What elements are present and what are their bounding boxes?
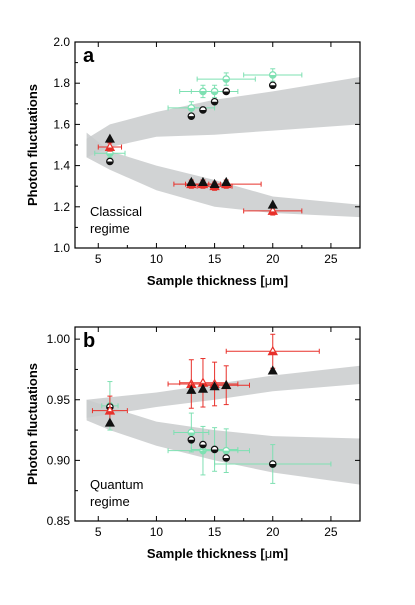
data-point-half-fill xyxy=(211,101,218,105)
panel-label: a xyxy=(83,45,95,67)
data-point-triangle xyxy=(197,383,209,393)
plot-frame xyxy=(74,326,361,522)
plot-area xyxy=(86,333,360,485)
data-point-half-fill xyxy=(199,91,207,95)
regime-annotation: regime xyxy=(90,221,130,236)
data-point-half-fill xyxy=(105,147,115,151)
y-tick-label: 1.4 xyxy=(53,159,70,173)
x-axis-label-part: m] xyxy=(272,273,288,288)
x-tick-label: 25 xyxy=(324,252,338,266)
data-point-half-fill xyxy=(269,464,276,468)
data-point-half-fill xyxy=(223,450,230,454)
panel-a: 5 10 15 20 25 1.0 1.2 1.4 1.6 1.8 2.0 a Classical reg… xyxy=(25,35,361,288)
data-point-triangle xyxy=(221,379,232,390)
x-tick-label: 25 xyxy=(324,525,338,539)
panel-b: 5 10 15 20 25 0.85 0.90 0.95 1.00 b Quantum regime S… xyxy=(25,326,361,561)
data-point-half-fill xyxy=(268,351,277,355)
data-point-half-fill xyxy=(105,411,115,415)
data-point-half-fill xyxy=(106,161,114,165)
x-tick-label: 15 xyxy=(208,525,222,539)
data-point-triangle xyxy=(104,417,115,427)
x-tick-label: 5 xyxy=(95,525,102,539)
data-point-half-fill xyxy=(269,74,276,79)
x-axis-label: Sample thickness [μm] xyxy=(147,273,288,288)
y-tick-label: 0.95 xyxy=(47,393,71,407)
series-4 xyxy=(104,365,278,427)
data-point-triangle xyxy=(209,381,220,391)
x-axis-label-part: Sample thickness [ xyxy=(147,273,265,288)
data-point-half-fill xyxy=(223,457,230,462)
data-point-half-fill xyxy=(269,85,276,89)
regime-annotation: Classical xyxy=(90,204,142,219)
regime-annotation: regime xyxy=(90,494,130,509)
theory-band-2 xyxy=(86,399,360,485)
data-point-triangle xyxy=(267,365,278,375)
x-axis-label-part: m] xyxy=(272,546,288,561)
x-tick-label: 15 xyxy=(208,252,222,266)
regime-annotation: Quantum xyxy=(90,477,143,492)
data-point-half-fill xyxy=(211,91,218,95)
y-tick-label: 1.2 xyxy=(53,200,70,214)
x-tick-label: 20 xyxy=(266,525,280,539)
y-tick-label: 1.6 xyxy=(53,117,70,131)
series-2 xyxy=(106,403,277,468)
data-point-half-fill xyxy=(106,153,114,157)
data-point-half-fill xyxy=(188,107,195,112)
y-tick-label: 1.8 xyxy=(53,76,70,90)
data-point-half-fill xyxy=(268,211,277,215)
theory-band-1 xyxy=(86,77,360,158)
x-axis-label-unit: μ xyxy=(265,273,273,288)
data-point-triangle xyxy=(104,133,115,143)
y-tick-label: 0.90 xyxy=(47,453,71,467)
data-point-triangle xyxy=(186,384,197,394)
x-tick-label: 10 xyxy=(150,525,164,539)
data-point-half-fill xyxy=(188,439,195,443)
series-2 xyxy=(106,81,277,166)
data-point-half-fill xyxy=(223,79,230,83)
y-tick-label: 1.0 xyxy=(53,241,70,255)
data-point-half-fill xyxy=(223,91,230,95)
x-tick-label: 5 xyxy=(95,252,102,266)
theory-band-2 xyxy=(86,132,360,218)
data-point-triangle xyxy=(197,176,209,186)
y-axis-label: Photon fluctuations xyxy=(25,363,40,485)
y-axis-label: Photon fluctuations xyxy=(25,84,40,206)
data-point-triangle xyxy=(221,176,232,186)
x-axis-label-part: Sample thickness [ xyxy=(147,546,265,561)
x-tick-label: 10 xyxy=(150,252,164,266)
data-point-half-fill xyxy=(188,116,195,120)
panel-label: b xyxy=(83,330,95,352)
data-point-half-fill xyxy=(199,444,207,448)
plot-area xyxy=(86,68,360,218)
data-point-triangle xyxy=(267,199,278,209)
data-point-half-fill xyxy=(211,449,218,453)
data-point-half-fill xyxy=(188,432,195,436)
theory-band-1 xyxy=(86,365,360,418)
data-point-triangle xyxy=(186,176,197,186)
x-axis-label-unit: μ xyxy=(265,546,273,561)
series-4 xyxy=(104,133,278,209)
y-tick-label: 0.85 xyxy=(47,514,71,528)
y-tick-label: 2.0 xyxy=(53,35,70,49)
series-1 xyxy=(94,68,303,158)
x-tick-label: 20 xyxy=(266,252,280,266)
data-point-triangle xyxy=(209,178,220,188)
data-point-half-fill xyxy=(199,109,207,114)
x-axis-label: Sample thickness [μm] xyxy=(147,546,288,561)
y-tick-label: 1.00 xyxy=(47,332,71,346)
